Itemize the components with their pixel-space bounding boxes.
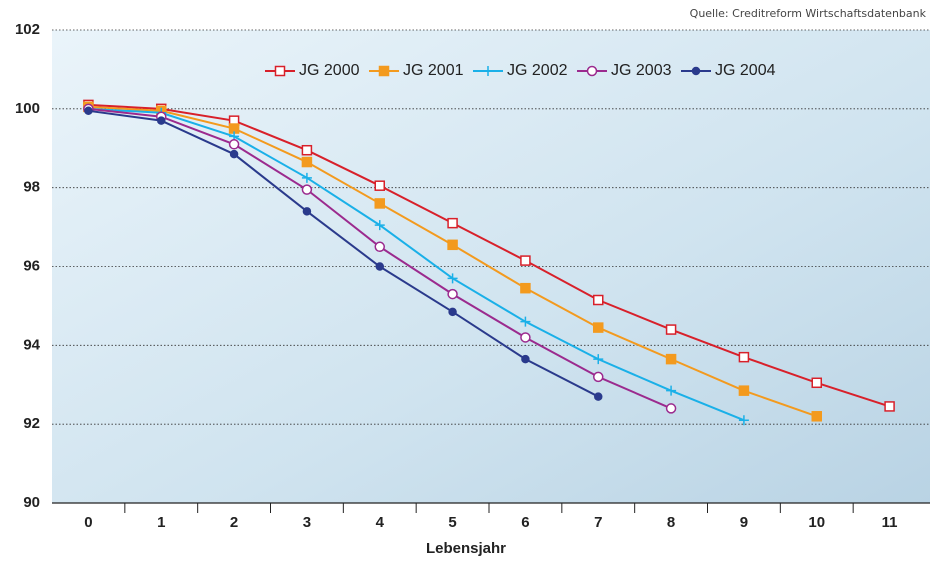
marker bbox=[811, 377, 822, 389]
marker bbox=[374, 180, 385, 191]
marker bbox=[301, 184, 313, 195]
marker bbox=[447, 239, 458, 251]
x-tick-label: 3 bbox=[303, 514, 311, 531]
legend-label: JG 2000 bbox=[299, 62, 360, 79]
marker bbox=[520, 316, 531, 327]
marker bbox=[447, 273, 458, 284]
marker bbox=[666, 385, 677, 396]
source: Quelle: Creditreform Wirtschaftsdatenban… bbox=[690, 7, 927, 20]
x-tick-label: 2 bbox=[230, 514, 238, 531]
marker bbox=[665, 353, 677, 365]
x-tick-label: 4 bbox=[376, 514, 385, 531]
x-tick-label: 1 bbox=[157, 514, 165, 531]
marker bbox=[811, 411, 822, 422]
marker bbox=[84, 106, 93, 116]
legend-label: JG 2004 bbox=[715, 62, 776, 79]
x-tick-label: 0 bbox=[84, 514, 92, 531]
series-line bbox=[88, 107, 745, 422]
y-tick-label: 102 bbox=[15, 21, 40, 38]
marker bbox=[593, 354, 604, 365]
x-tick-label: 7 bbox=[594, 514, 602, 531]
marker bbox=[301, 172, 312, 183]
y-tick-label: 100 bbox=[15, 100, 40, 117]
marker bbox=[375, 262, 384, 271]
legend-label: JG 2003 bbox=[611, 62, 672, 79]
y-tick-label: 96 bbox=[23, 257, 40, 274]
marker bbox=[301, 156, 313, 168]
x-tick-label: 6 bbox=[521, 514, 529, 531]
series-line bbox=[88, 109, 599, 398]
y-tick-label: 94 bbox=[23, 336, 40, 353]
marker bbox=[738, 385, 750, 396]
marker bbox=[301, 144, 313, 156]
x-tick-label: 8 bbox=[667, 514, 675, 531]
marker bbox=[593, 294, 604, 306]
marker bbox=[447, 217, 458, 229]
marker bbox=[520, 255, 531, 266]
marker bbox=[374, 241, 385, 253]
legend-label: JG 2001 bbox=[403, 62, 464, 79]
marker bbox=[228, 139, 240, 150]
y-tick-label: 90 bbox=[23, 494, 40, 511]
marker bbox=[665, 324, 677, 335]
marker bbox=[884, 401, 895, 412]
marker bbox=[520, 282, 531, 294]
y-tick-label: 92 bbox=[23, 415, 40, 432]
legend-marker bbox=[483, 66, 493, 76]
marker bbox=[374, 198, 385, 209]
marker bbox=[448, 307, 457, 317]
marker bbox=[738, 415, 749, 426]
marker bbox=[593, 371, 604, 383]
marker bbox=[157, 116, 166, 125]
marker bbox=[374, 220, 385, 231]
legend-marker bbox=[691, 66, 701, 76]
x-axis-label: Lebensjahr bbox=[426, 540, 506, 557]
marker bbox=[229, 149, 239, 159]
x-tick-label: 11 bbox=[882, 514, 898, 531]
legend-marker bbox=[274, 65, 286, 77]
marker bbox=[302, 207, 312, 216]
marker bbox=[593, 322, 604, 333]
legend-marker bbox=[586, 65, 598, 77]
legend-marker bbox=[378, 65, 390, 77]
marker bbox=[447, 288, 458, 300]
marker bbox=[594, 392, 603, 401]
series-line bbox=[88, 103, 890, 408]
marker bbox=[665, 403, 677, 414]
y-tick-label: 98 bbox=[23, 179, 40, 196]
legend-label: JG 2002 bbox=[507, 62, 568, 79]
marker bbox=[738, 351, 750, 363]
marker bbox=[520, 332, 531, 343]
x-tick-label: 5 bbox=[448, 514, 456, 531]
marker bbox=[521, 354, 530, 364]
x-tick-label: 9 bbox=[740, 514, 748, 531]
x-tick-label: 10 bbox=[808, 514, 825, 531]
